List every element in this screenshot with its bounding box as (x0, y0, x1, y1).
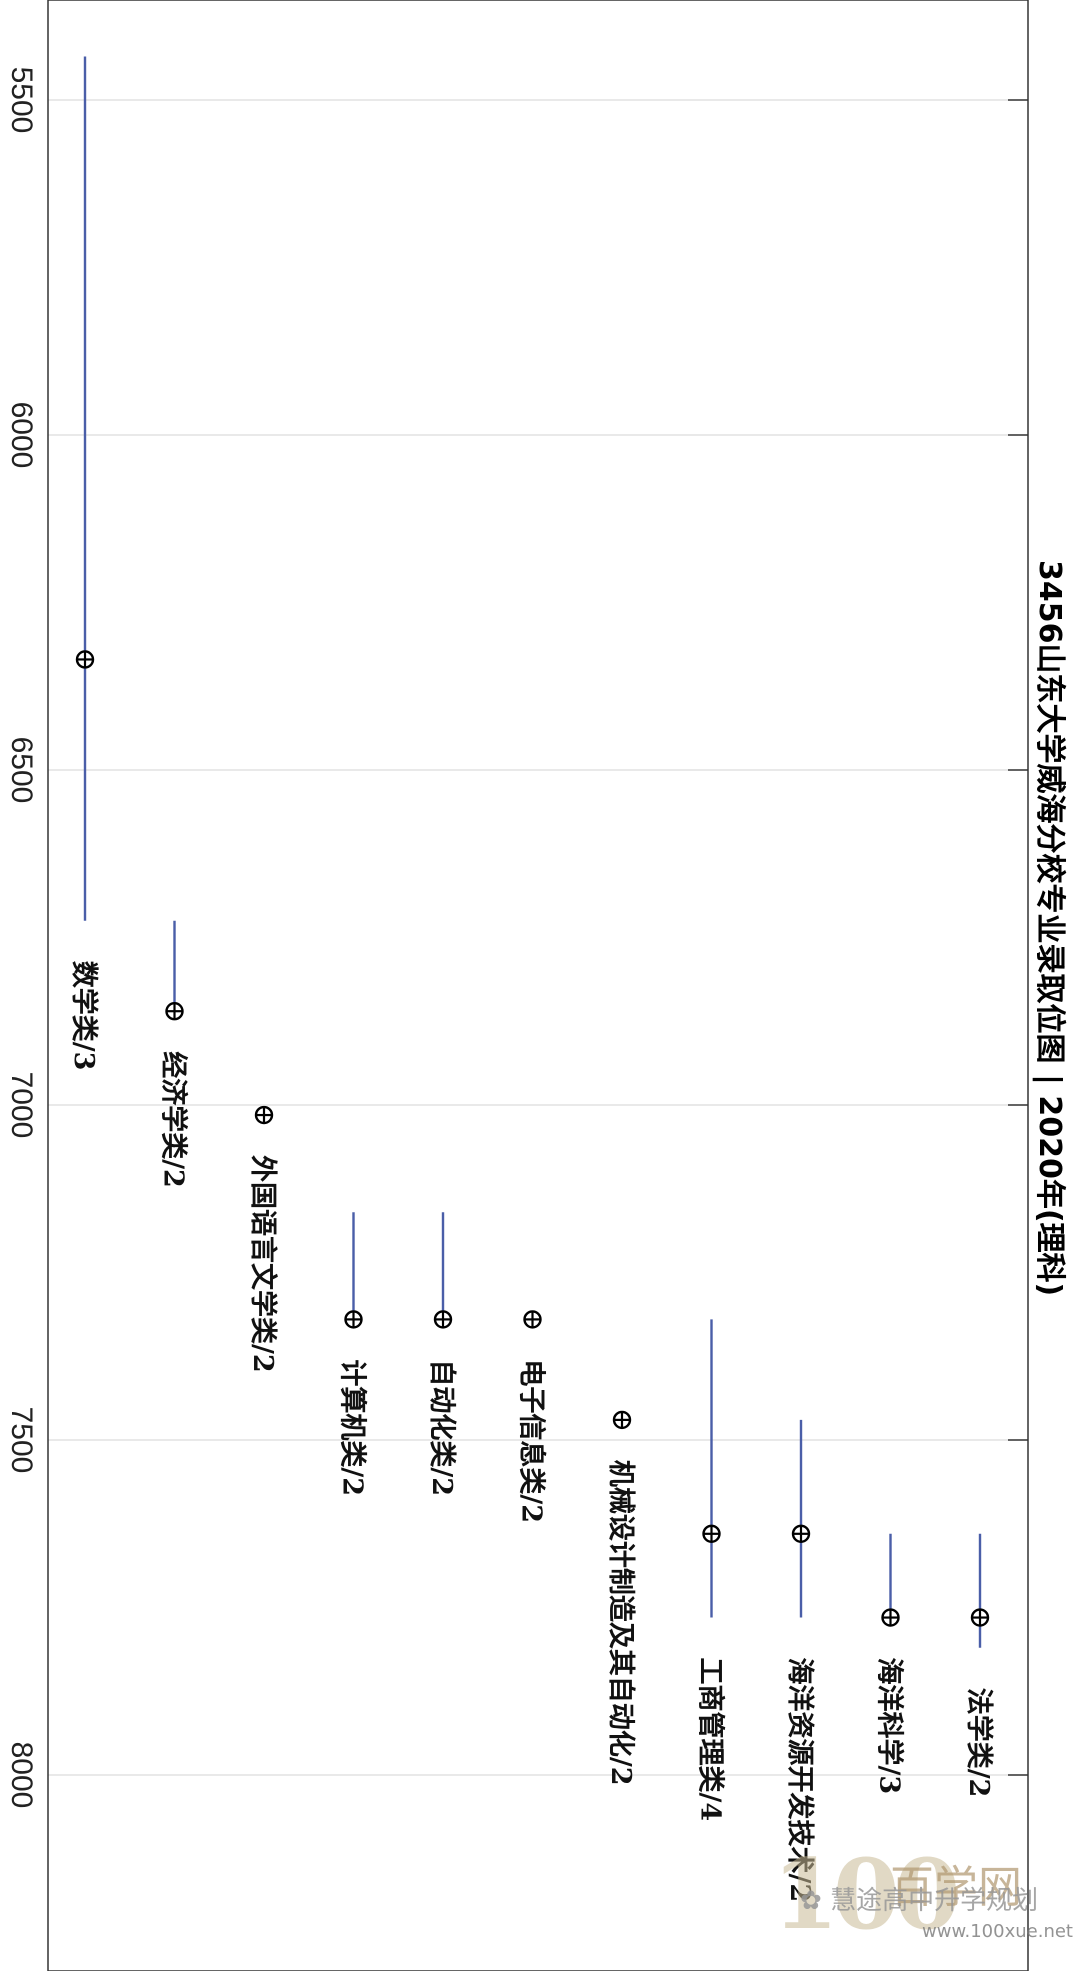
data-point-marker (970, 1608, 990, 1627)
category-label: 海洋科学/3 (874, 1658, 906, 1795)
tick-label: 8000 (5, 1742, 38, 1809)
plot-frame (47, 0, 1029, 1971)
category-label: 工商管理类/4 (695, 1658, 726, 1822)
tick-label: 7500 (5, 1407, 38, 1474)
watermark-account: ✿ 慧途高中升学规划 (800, 1880, 1038, 1917)
tick-label: 6500 (5, 737, 38, 804)
category-label-layer: 数学类/3 经济学类/2 外国语言文学类/2 计算机类/2 自动化类/2 电子信息类/2 机… (68, 961, 995, 1902)
category-label: 机械设计制造及其自动化/2 (605, 1460, 637, 1786)
data-point-marker (75, 650, 95, 669)
tick-label: 7000 (5, 1072, 38, 1139)
data-point-marker (344, 1310, 363, 1329)
tick-label: 5500 (5, 67, 38, 134)
data-point-marker (165, 1002, 184, 1021)
watermark-brand: 百学网 (890, 1862, 1022, 1913)
data-point-marker (523, 1310, 542, 1329)
watermark-url: www.100xue.net (922, 1921, 1073, 1942)
data-mark-layer (75, 56, 990, 1648)
category-label: 数学类/3 (68, 961, 100, 1071)
tick-label: 6000 (5, 402, 38, 469)
data-point-marker (254, 1105, 274, 1125)
watermark: 100 百学网 www.100xue.net ✿ 慧途高中升学规划 (772, 1838, 1073, 1957)
watermark-logo: 100 (772, 1838, 960, 1951)
data-point-marker (612, 1410, 632, 1430)
data-point-marker (702, 1524, 721, 1544)
category-label: 计算机类/2 (337, 1359, 369, 1496)
grid-layer (48, 99, 1028, 1776)
category-label: 外国语言文学类/2 (247, 1155, 279, 1373)
axis-tick-layer: 5500 6000 6500 7000 7500 8000 (5, 67, 1028, 1809)
category-label: 海洋资源开发技术/2 (784, 1658, 816, 1903)
chart-title: 3456山东大学威海分校专业录取位图 | 2020年(理科) (1032, 560, 1067, 1296)
category-label: 电子信息类/2 (516, 1359, 548, 1523)
data-point-marker (881, 1608, 900, 1627)
watermark-account-text: 慧途高中升学规划 (830, 1886, 1039, 1916)
wechat-icon: ✿ (800, 1886, 831, 1916)
category-label: 法学类/2 (963, 1688, 995, 1798)
category-label: 经济学类/2 (158, 1051, 190, 1188)
data-point-marker (791, 1524, 811, 1544)
data-point-marker (433, 1310, 453, 1329)
category-label: 自动化类/2 (426, 1359, 458, 1496)
